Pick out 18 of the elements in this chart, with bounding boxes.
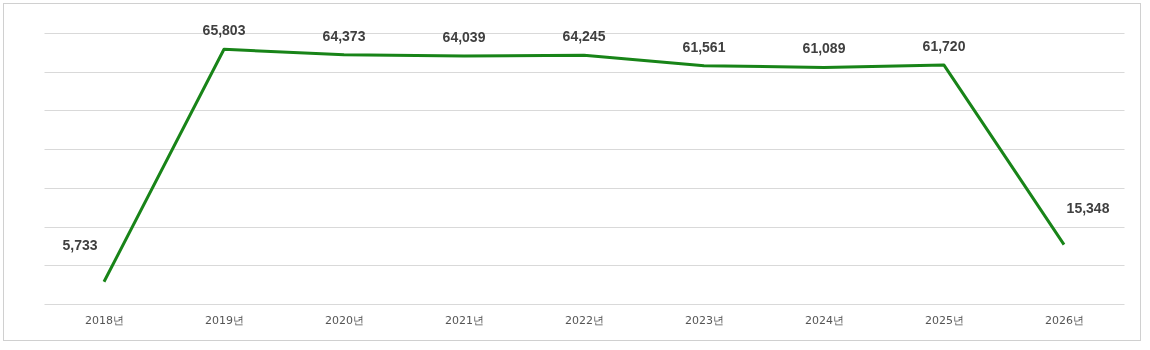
data-label: 64,245 [562,28,606,45]
data-label: 61,561 [682,38,726,55]
data-label: 61,089 [802,40,846,57]
x-tick-label: 2026년 [1045,313,1084,327]
x-tick-label: 2023년 [685,313,724,327]
x-tick-label: 2021년 [445,313,484,327]
x-tick-label: 2020년 [325,313,364,327]
data-label: 64,373 [322,27,366,44]
data-label: 61,720 [922,38,966,55]
x-tick-label: 2018년 [85,313,124,327]
x-tick-label: 2025년 [925,313,964,327]
data-label: 15,348 [1066,199,1110,216]
x-tick-label: 2024년 [805,313,844,327]
x-tick-label: 2022년 [565,313,604,327]
data-label: 64,039 [442,29,486,46]
data-label: 5,733 [62,236,98,253]
data-label: 65,803 [202,22,246,39]
x-tick-label: 2019년 [205,313,244,327]
